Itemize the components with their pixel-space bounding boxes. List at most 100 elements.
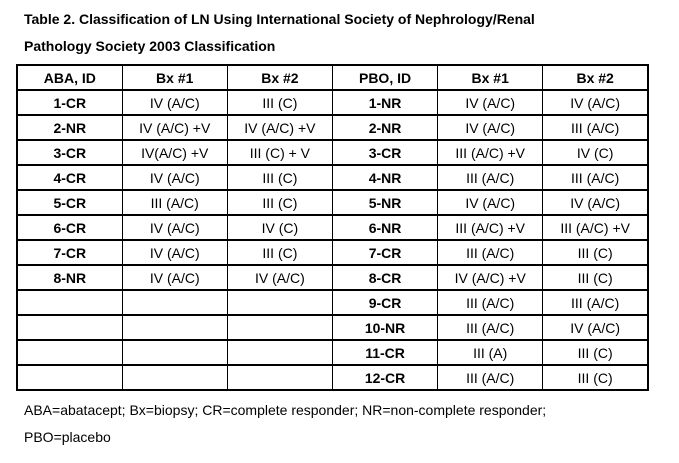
biopsy-class-cell xyxy=(226,314,333,341)
column-header: PBO, ID xyxy=(331,64,439,91)
biopsy-class-cell: IV (A/C) xyxy=(437,114,544,141)
patient-id-cell: 7-CR xyxy=(16,239,123,266)
biopsy-class-cell xyxy=(226,289,333,316)
patient-id-cell: 4-CR xyxy=(16,164,123,191)
biopsy-class-cell: IV (A/C) xyxy=(437,189,544,216)
table-footnote: ABA=abatacept; Bx=biopsy; CR=complete re… xyxy=(24,397,669,451)
biopsy-class-cell: III (A/C) xyxy=(437,364,544,391)
biopsy-class-cell: III (A/C) +V xyxy=(542,214,649,241)
header-row: ABA, ID Bx #1 Bx #2 PBO, ID Bx #1 Bx #2 xyxy=(16,64,649,91)
biopsy-class-cell: III (A/C) xyxy=(437,314,544,341)
biopsy-class-cell: IV (A/C) xyxy=(121,164,228,191)
table-row: 8-NR IV (A/C) IV (A/C) 8-CR IV (A/C) +V III (… xyxy=(16,264,649,291)
biopsy-class-cell: IV (A/C) xyxy=(121,239,228,266)
patient-id-cell: 5-CR xyxy=(16,189,123,216)
biopsy-class-cell: III (A/C) xyxy=(121,189,228,216)
patient-id-cell: 8-CR xyxy=(331,264,439,291)
column-header: Bx #2 xyxy=(542,64,649,91)
column-header: Bx #1 xyxy=(437,64,544,91)
biopsy-class-cell: III (A/C) xyxy=(542,164,649,191)
patient-id-cell xyxy=(16,314,123,341)
table-row: 5-CR III (A/C) III (C) 5-NR IV (A/C) IV (A/C) xyxy=(16,189,649,216)
biopsy-class-cell: III (C) xyxy=(542,264,649,291)
patient-id-cell: 11-CR xyxy=(331,339,439,366)
biopsy-class-cell: III (A) xyxy=(437,339,544,366)
table-title-line-1: Table 2. Classification of LN Using Inte… xyxy=(24,11,535,27)
biopsy-class-cell xyxy=(226,339,333,366)
column-header: Bx #2 xyxy=(226,64,333,91)
table-body: 1-CR IV (A/C) III (C) 1-NR IV (A/C) IV (A/C) 2… xyxy=(16,89,649,391)
biopsy-class-cell: IV (A/C) xyxy=(121,264,228,291)
biopsy-class-cell: III (C) xyxy=(542,239,649,266)
patient-id-cell: 9-CR xyxy=(331,289,439,316)
patient-id-cell: 12-CR xyxy=(331,364,439,391)
biopsy-class-cell: III (A/C) xyxy=(437,289,544,316)
table-title: Table 2. Classification of LN Using Inte… xyxy=(24,6,669,60)
biopsy-class-cell: III (A/C) +V xyxy=(437,139,544,166)
patient-id-cell: 6-CR xyxy=(16,214,123,241)
table-row: 3-CR IV(A/C) +V III (C) + V 3-CR III (A/C) +… xyxy=(16,139,649,166)
table-row: 10-NR III (A/C) IV (A/C) xyxy=(16,314,649,341)
biopsy-class-cell: IV (A/C) xyxy=(542,189,649,216)
biopsy-class-cell xyxy=(121,314,228,341)
biopsy-class-cell: IV (A/C) +V xyxy=(226,114,333,141)
biopsy-class-cell xyxy=(226,364,333,391)
patient-id-cell: 1-NR xyxy=(331,89,439,116)
biopsy-class-cell: III (A/C) +V xyxy=(437,214,544,241)
biopsy-class-cell: IV(A/C) +V xyxy=(121,139,228,166)
patient-id-cell: 2-NR xyxy=(16,114,123,141)
table-row: 11-CR III (A) III (C) xyxy=(16,339,649,366)
table-title-line-2: Pathology Society 2003 Classification xyxy=(24,38,276,54)
biopsy-class-cell: IV (A/C) xyxy=(121,214,228,241)
biopsy-class-cell: IV (A/C) xyxy=(542,89,649,116)
biopsy-class-cell: IV (A/C) xyxy=(226,264,333,291)
column-header: ABA, ID xyxy=(16,64,123,91)
biopsy-class-cell xyxy=(121,339,228,366)
table-row: 4-CR IV (A/C) III (C) 4-NR III (A/C) III (A/C… xyxy=(16,164,649,191)
biopsy-class-cell: IV (A/C) xyxy=(437,89,544,116)
biopsy-class-cell: III (C) xyxy=(226,89,333,116)
table-row: 6-CR IV (A/C) IV (C) 6-NR III (A/C) +V III (A… xyxy=(16,214,649,241)
biopsy-class-cell xyxy=(121,364,228,391)
patient-id-cell: 8-NR xyxy=(16,264,123,291)
biopsy-class-cell: III (C) xyxy=(226,239,333,266)
biopsy-class-cell: IV (A/C) +V xyxy=(121,114,228,141)
column-header: Bx #1 xyxy=(121,64,228,91)
patient-id-cell: 3-CR xyxy=(331,139,439,166)
table-header: ABA, ID Bx #1 Bx #2 PBO, ID Bx #1 Bx #2 xyxy=(16,64,649,91)
table-row: 12-CR III (A/C) III (C) xyxy=(16,364,649,391)
biopsy-class-cell: III (C) xyxy=(542,364,649,391)
table-row: 1-CR IV (A/C) III (C) 1-NR IV (A/C) IV (A/C) xyxy=(16,89,649,116)
biopsy-class-cell: III (C) xyxy=(542,339,649,366)
footnote-line-2: PBO=placebo xyxy=(24,429,111,445)
patient-id-cell: 3-CR xyxy=(16,139,123,166)
patient-id-cell: 2-NR xyxy=(331,114,439,141)
table-row: 9-CR III (A/C) III (A/C) xyxy=(16,289,649,316)
biopsy-class-cell: IV (C) xyxy=(542,139,649,166)
patient-id-cell xyxy=(16,339,123,366)
patient-id-cell xyxy=(16,364,123,391)
table-row: 2-NR IV (A/C) +V IV (A/C) +V 2-NR IV (A/C) II… xyxy=(16,114,649,141)
biopsy-class-cell: III (C) xyxy=(226,164,333,191)
biopsy-class-cell: III (A/C) xyxy=(542,114,649,141)
footnote-line-1: ABA=abatacept; Bx=biopsy; CR=complete re… xyxy=(24,402,547,418)
biopsy-class-cell: III (A/C) xyxy=(542,289,649,316)
biopsy-class-cell: IV (C) xyxy=(226,214,333,241)
patient-id-cell: 10-NR xyxy=(331,314,439,341)
patient-id-cell: 7-CR xyxy=(331,239,439,266)
patient-id-cell xyxy=(16,289,123,316)
biopsy-class-cell: IV (A/C) xyxy=(121,89,228,116)
biopsy-class-cell: III (C) + V xyxy=(226,139,333,166)
patient-id-cell: 1-CR xyxy=(16,89,123,116)
biopsy-class-cell xyxy=(121,289,228,316)
biopsy-class-cell: IV (A/C) +V xyxy=(437,264,544,291)
table-row: 7-CR IV (A/C) III (C) 7-CR III (A/C) III (C) xyxy=(16,239,649,266)
classification-table: ABA, ID Bx #1 Bx #2 PBO, ID Bx #1 Bx #2 1-CR I… xyxy=(16,64,649,391)
biopsy-class-cell: IV (A/C) xyxy=(542,314,649,341)
patient-id-cell: 4-NR xyxy=(331,164,439,191)
biopsy-class-cell: III (C) xyxy=(226,189,333,216)
biopsy-class-cell: III (A/C) xyxy=(437,239,544,266)
patient-id-cell: 6-NR xyxy=(331,214,439,241)
patient-id-cell: 5-NR xyxy=(331,189,439,216)
